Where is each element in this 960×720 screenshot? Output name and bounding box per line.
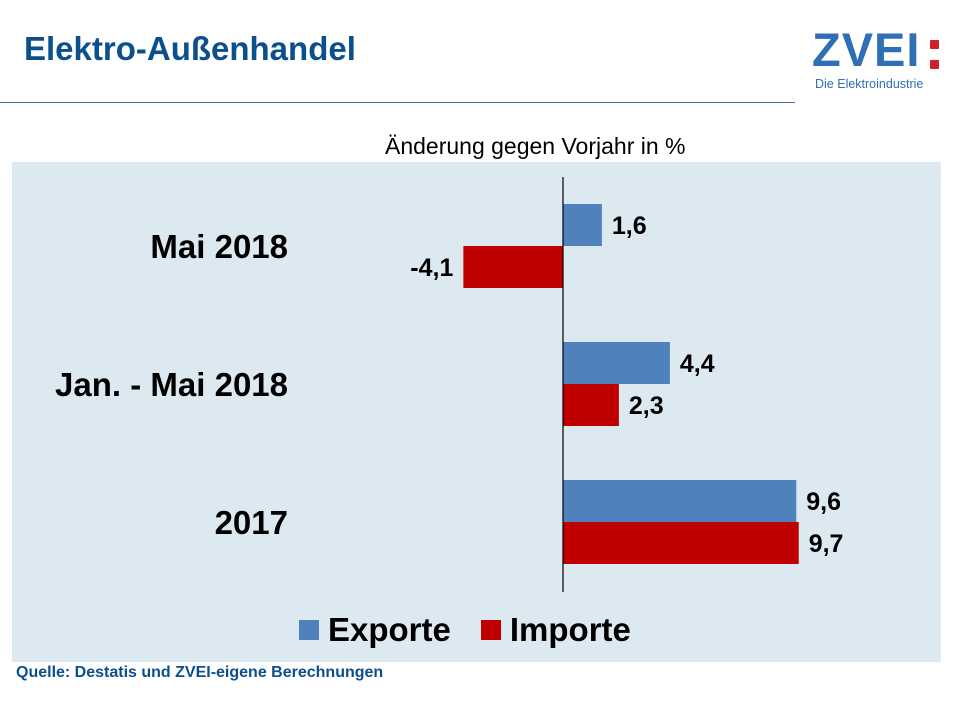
category-label-2017: 2017	[215, 504, 288, 541]
data-label-importe-2017: 9,7	[809, 530, 844, 558]
legend-swatch-exporte	[299, 620, 319, 640]
source-note: Quelle: Destatis und ZVEI-eigene Berechn…	[16, 664, 384, 681]
zvei-logo: ZVEI Die Elektroindustrie	[812, 24, 944, 94]
legend-swatch-importe	[480, 620, 501, 640]
data-label-exporte-2017: 9,6	[806, 488, 841, 516]
logo-tagline: Die Elektroindustrie	[815, 77, 924, 91]
bar-exporte-2017	[563, 480, 797, 522]
data-label-exporte-jan-mai-2018: 4,4	[680, 350, 715, 378]
bar-exporte-mai-2018	[563, 204, 602, 246]
bar-importe-2017	[563, 522, 799, 564]
data-label-importe-jan-mai-2018: 2,3	[629, 392, 664, 420]
chart-plot-area	[12, 162, 941, 662]
bar-exporte-jan-mai-2018	[563, 342, 670, 384]
legend-item-exporte: Exporte	[299, 611, 451, 649]
legend-item-importe: Importe	[480, 611, 631, 649]
category-label-mai-2018: Mai 2018	[150, 228, 288, 265]
chart-subtitle: Änderung gegen Vorjahr in %	[385, 133, 686, 159]
data-label-importe-mai-2018: -4,1	[410, 254, 453, 282]
bar-importe-jan-mai-2018	[563, 384, 619, 426]
data-label-exporte-mai-2018: 1,6	[612, 212, 647, 240]
category-label-jan-mai-2018: Jan. - Mai 2018	[55, 366, 288, 403]
page-title: Elektro-Außenhandel	[24, 30, 356, 67]
legend-label-importe: Importe	[509, 611, 631, 648]
title-divider	[0, 102, 795, 103]
legend-label-exporte: Exporte	[328, 611, 451, 648]
chart-legend: Exporte Importe	[299, 608, 661, 652]
bar-importe-mai-2018	[463, 246, 563, 288]
logo-colon-icon	[930, 38, 940, 72]
logo-wordmark: ZVEI	[812, 23, 921, 76]
